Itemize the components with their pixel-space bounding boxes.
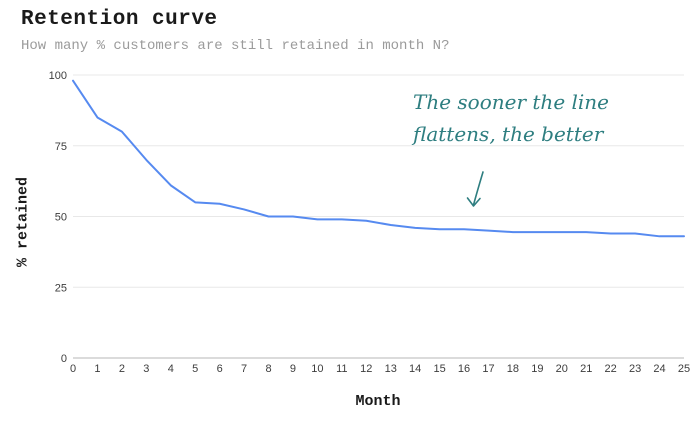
x-tick-label: 14 bbox=[409, 363, 421, 375]
x-tick-label: 18 bbox=[507, 363, 519, 375]
x-tick-label: 20 bbox=[556, 363, 568, 375]
x-tick-label: 8 bbox=[265, 363, 271, 375]
x-tick-label: 19 bbox=[531, 363, 543, 375]
annotation-line-2: flattens, the better bbox=[413, 122, 604, 146]
x-tick-label: 1 bbox=[94, 363, 100, 375]
annotation-line-1: The sooner the line bbox=[413, 90, 610, 114]
x-tick-label: 9 bbox=[290, 363, 296, 375]
x-tick-label: 15 bbox=[433, 363, 445, 375]
y-tick-label: 25 bbox=[55, 282, 67, 294]
y-tick-label: 50 bbox=[55, 212, 67, 224]
y-tick-label: 0 bbox=[61, 353, 67, 365]
y-axis-title: % retained bbox=[14, 176, 32, 268]
chart-subtitle: How many % customers are still retained … bbox=[21, 38, 450, 54]
x-tick-label: 3 bbox=[143, 363, 149, 375]
x-tick-label: 13 bbox=[385, 363, 397, 375]
x-tick-label: 7 bbox=[241, 363, 247, 375]
annotation-arrow-icon bbox=[466, 171, 484, 207]
x-tick-label: 10 bbox=[311, 363, 323, 375]
x-tick-label: 0 bbox=[70, 363, 76, 375]
x-tick-label: 24 bbox=[653, 363, 665, 375]
x-tick-label: 17 bbox=[482, 363, 494, 375]
x-tick-label: 16 bbox=[458, 363, 470, 375]
x-tick-label: 11 bbox=[336, 363, 347, 375]
x-tick-label: 4 bbox=[168, 363, 174, 375]
y-tick-label: 100 bbox=[49, 70, 67, 82]
line-chart-plot: 2524232221201918171615141312111098765432… bbox=[49, 70, 690, 375]
x-tick-label: 21 bbox=[580, 363, 592, 375]
x-tick-label: 6 bbox=[217, 363, 223, 375]
y-tick-label: 75 bbox=[55, 141, 67, 153]
annotation-text: The sooner the line flattens, the better bbox=[413, 86, 609, 150]
x-tick-label: 5 bbox=[192, 363, 198, 375]
x-tick-label: 2 bbox=[119, 363, 125, 375]
x-tick-label: 25 bbox=[678, 363, 690, 375]
x-tick-label: 22 bbox=[605, 363, 617, 375]
x-tick-label: 23 bbox=[629, 363, 641, 375]
retention-line-series bbox=[72, 79, 685, 238]
chart-title: Retention curve bbox=[21, 8, 218, 31]
x-tick-label: 12 bbox=[360, 363, 372, 375]
x-axis-title: Month bbox=[355, 393, 401, 410]
